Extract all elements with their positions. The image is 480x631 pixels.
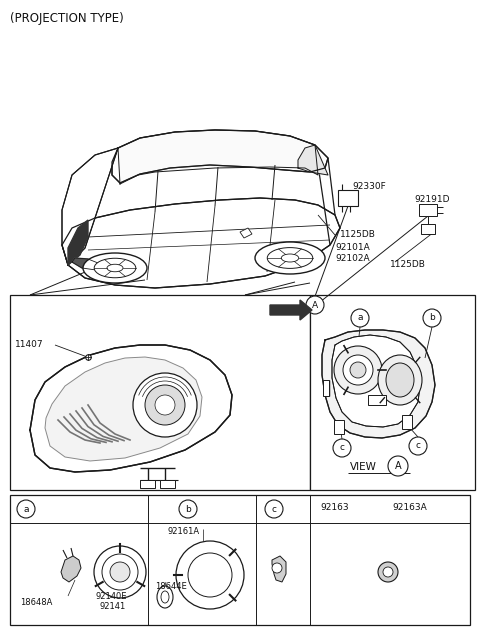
FancyBboxPatch shape <box>338 190 358 206</box>
Circle shape <box>334 346 382 394</box>
FancyBboxPatch shape <box>160 480 175 488</box>
Polygon shape <box>272 556 286 582</box>
Polygon shape <box>30 345 232 472</box>
Circle shape <box>306 296 324 314</box>
Circle shape <box>176 541 244 609</box>
FancyBboxPatch shape <box>10 495 470 625</box>
Text: 92191D: 92191D <box>414 195 449 204</box>
FancyBboxPatch shape <box>310 295 475 490</box>
Circle shape <box>378 562 398 582</box>
Ellipse shape <box>267 247 313 268</box>
Text: c: c <box>272 505 276 514</box>
Text: 92163A: 92163A <box>392 503 427 512</box>
Polygon shape <box>61 556 81 582</box>
FancyBboxPatch shape <box>419 204 437 216</box>
Circle shape <box>351 309 369 327</box>
Polygon shape <box>62 198 340 288</box>
Text: a: a <box>357 314 363 322</box>
FancyBboxPatch shape <box>323 380 329 396</box>
Circle shape <box>272 563 282 573</box>
Polygon shape <box>332 335 420 427</box>
Text: 18648A: 18648A <box>20 598 52 607</box>
Text: a: a <box>23 505 29 514</box>
Text: 92163: 92163 <box>320 503 348 512</box>
Text: 92141: 92141 <box>100 602 126 611</box>
Text: VIEW: VIEW <box>350 462 377 472</box>
Circle shape <box>145 385 185 425</box>
Ellipse shape <box>83 253 147 283</box>
Ellipse shape <box>281 254 299 262</box>
Text: (PROJECTION TYPE): (PROJECTION TYPE) <box>10 12 124 25</box>
Polygon shape <box>240 228 252 238</box>
Text: 11407: 11407 <box>15 340 44 349</box>
Circle shape <box>265 500 283 518</box>
Text: 92102A: 92102A <box>335 254 370 263</box>
Ellipse shape <box>255 242 325 274</box>
Text: 92161A: 92161A <box>168 527 200 536</box>
Text: 92330F: 92330F <box>352 182 386 191</box>
FancyBboxPatch shape <box>368 395 386 405</box>
Text: A: A <box>395 461 401 471</box>
Text: 92101A: 92101A <box>335 243 370 252</box>
Circle shape <box>333 439 351 457</box>
Ellipse shape <box>107 264 123 272</box>
Polygon shape <box>62 148 118 265</box>
Ellipse shape <box>161 591 169 603</box>
FancyBboxPatch shape <box>140 480 155 488</box>
Text: 1125DB: 1125DB <box>340 230 376 239</box>
Circle shape <box>188 553 232 597</box>
Circle shape <box>350 362 366 378</box>
FancyBboxPatch shape <box>421 224 435 234</box>
Circle shape <box>179 500 197 518</box>
Circle shape <box>343 355 373 385</box>
Ellipse shape <box>94 258 136 278</box>
Polygon shape <box>298 145 328 175</box>
Circle shape <box>102 554 138 590</box>
Ellipse shape <box>157 586 173 608</box>
Ellipse shape <box>378 355 422 405</box>
Text: 18644E: 18644E <box>155 582 187 591</box>
Ellipse shape <box>386 363 414 397</box>
Polygon shape <box>112 130 328 183</box>
Text: b: b <box>185 505 191 514</box>
Circle shape <box>155 395 175 415</box>
Text: 1125DB: 1125DB <box>390 260 426 269</box>
Polygon shape <box>118 130 318 184</box>
FancyBboxPatch shape <box>334 420 344 434</box>
Circle shape <box>133 373 197 437</box>
Circle shape <box>383 567 393 577</box>
FancyBboxPatch shape <box>402 415 412 429</box>
Circle shape <box>388 456 408 476</box>
Circle shape <box>94 546 146 598</box>
Text: c: c <box>339 444 345 452</box>
Circle shape <box>409 437 427 455</box>
FancyBboxPatch shape <box>10 295 310 490</box>
Polygon shape <box>270 300 312 320</box>
Polygon shape <box>45 357 202 461</box>
Circle shape <box>17 500 35 518</box>
Polygon shape <box>68 220 88 265</box>
Text: A: A <box>312 300 318 309</box>
Polygon shape <box>322 330 435 438</box>
Circle shape <box>423 309 441 327</box>
Text: 92140E: 92140E <box>95 592 127 601</box>
Polygon shape <box>72 258 98 270</box>
Text: b: b <box>429 314 435 322</box>
Text: c: c <box>416 442 420 451</box>
Circle shape <box>110 562 130 582</box>
